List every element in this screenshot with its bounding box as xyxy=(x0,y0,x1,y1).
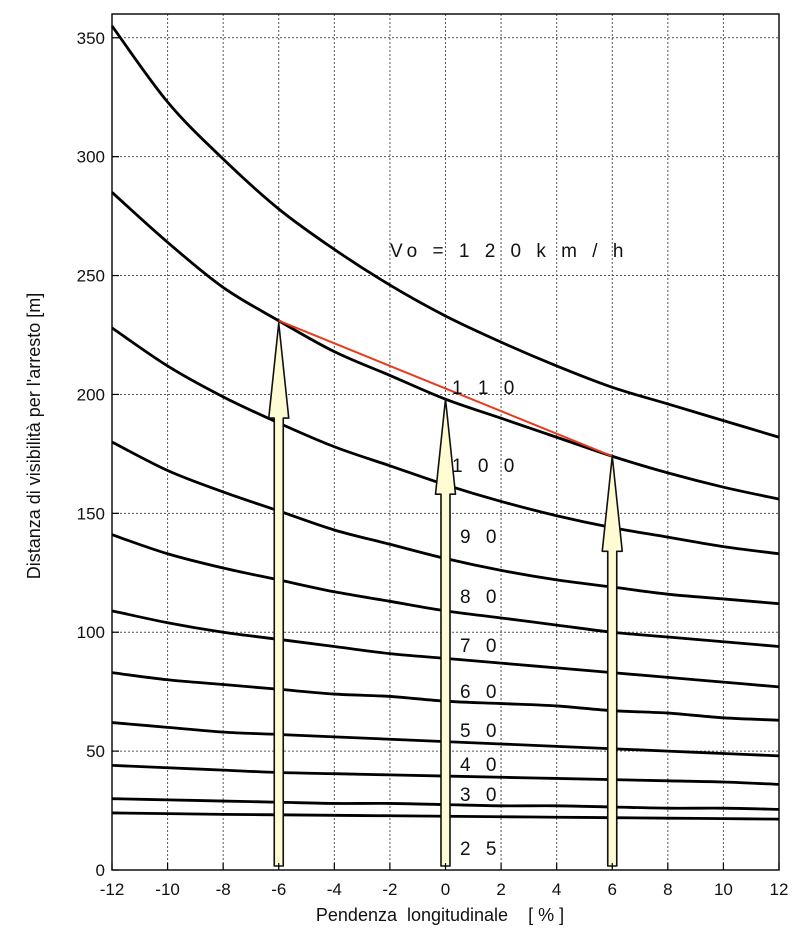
x-tick-label: 4 xyxy=(552,880,561,899)
series-line xyxy=(111,191,780,501)
x-tick-label: -4 xyxy=(327,880,342,899)
x-tick-label: 8 xyxy=(663,880,672,899)
series-label: 3 0 xyxy=(460,785,501,806)
x-tick-label: 12 xyxy=(770,880,789,899)
series-label: 5 0 xyxy=(460,721,501,742)
y-tick-label: 350 xyxy=(77,29,105,48)
y-tick-label: 300 xyxy=(77,148,105,167)
series-label: 1 1 0 xyxy=(452,378,519,399)
curve-layer xyxy=(110,25,780,821)
series-label: 2 5 xyxy=(460,839,501,860)
y-tick-label: 0 xyxy=(96,861,105,880)
arrow-marker xyxy=(267,322,290,867)
series-label: 1 0 0 xyxy=(452,456,519,477)
series-label: 8 0 xyxy=(460,587,501,608)
label-layer: Vo = 1 2 0 k m / h 1 1 0 1 0 0 9 0 8 0 7 0 6 0… xyxy=(390,241,628,860)
y-tick-label: 250 xyxy=(77,267,105,286)
reference-line xyxy=(278,319,613,458)
series-label: Vo = 1 2 0 k m / h xyxy=(390,241,628,262)
x-axis-label: Pendenza longitudinale [ % ] xyxy=(316,905,564,925)
y-tick-label: 50 xyxy=(86,742,105,761)
arrow-marker xyxy=(434,398,457,867)
x-tick-label: -12 xyxy=(100,880,125,899)
arrow-marker xyxy=(601,455,624,867)
arrow-layer xyxy=(267,319,624,867)
x-tick-label: 6 xyxy=(608,880,617,899)
x-tick-label: 2 xyxy=(496,880,505,899)
y-axis-label: Distanza di visibilità per l'arresto [m] xyxy=(24,293,44,580)
y-tick-label: 100 xyxy=(77,623,105,642)
x-tick-label: -10 xyxy=(155,880,180,899)
x-tick-label: 0 xyxy=(441,880,450,899)
series-label: 7 0 xyxy=(460,636,501,657)
x-tick-label: -2 xyxy=(382,880,397,899)
tick-layer: -12 -10 -8 -6 -4 -2 0 2 4 6 8 10 12 0 50 100 150 200 250 30… xyxy=(77,29,789,899)
series-label: 4 0 xyxy=(460,755,501,776)
series-label: 6 0 xyxy=(460,682,501,703)
y-tick-label: 200 xyxy=(77,385,105,404)
series-label: 9 0 xyxy=(460,527,501,548)
y-tick-label: 150 xyxy=(77,504,105,523)
grid-layer xyxy=(112,14,779,870)
series-line xyxy=(110,25,780,439)
x-tick-label: -6 xyxy=(271,880,286,899)
x-tick-label: 10 xyxy=(714,880,733,899)
x-tick-label: -8 xyxy=(216,880,231,899)
